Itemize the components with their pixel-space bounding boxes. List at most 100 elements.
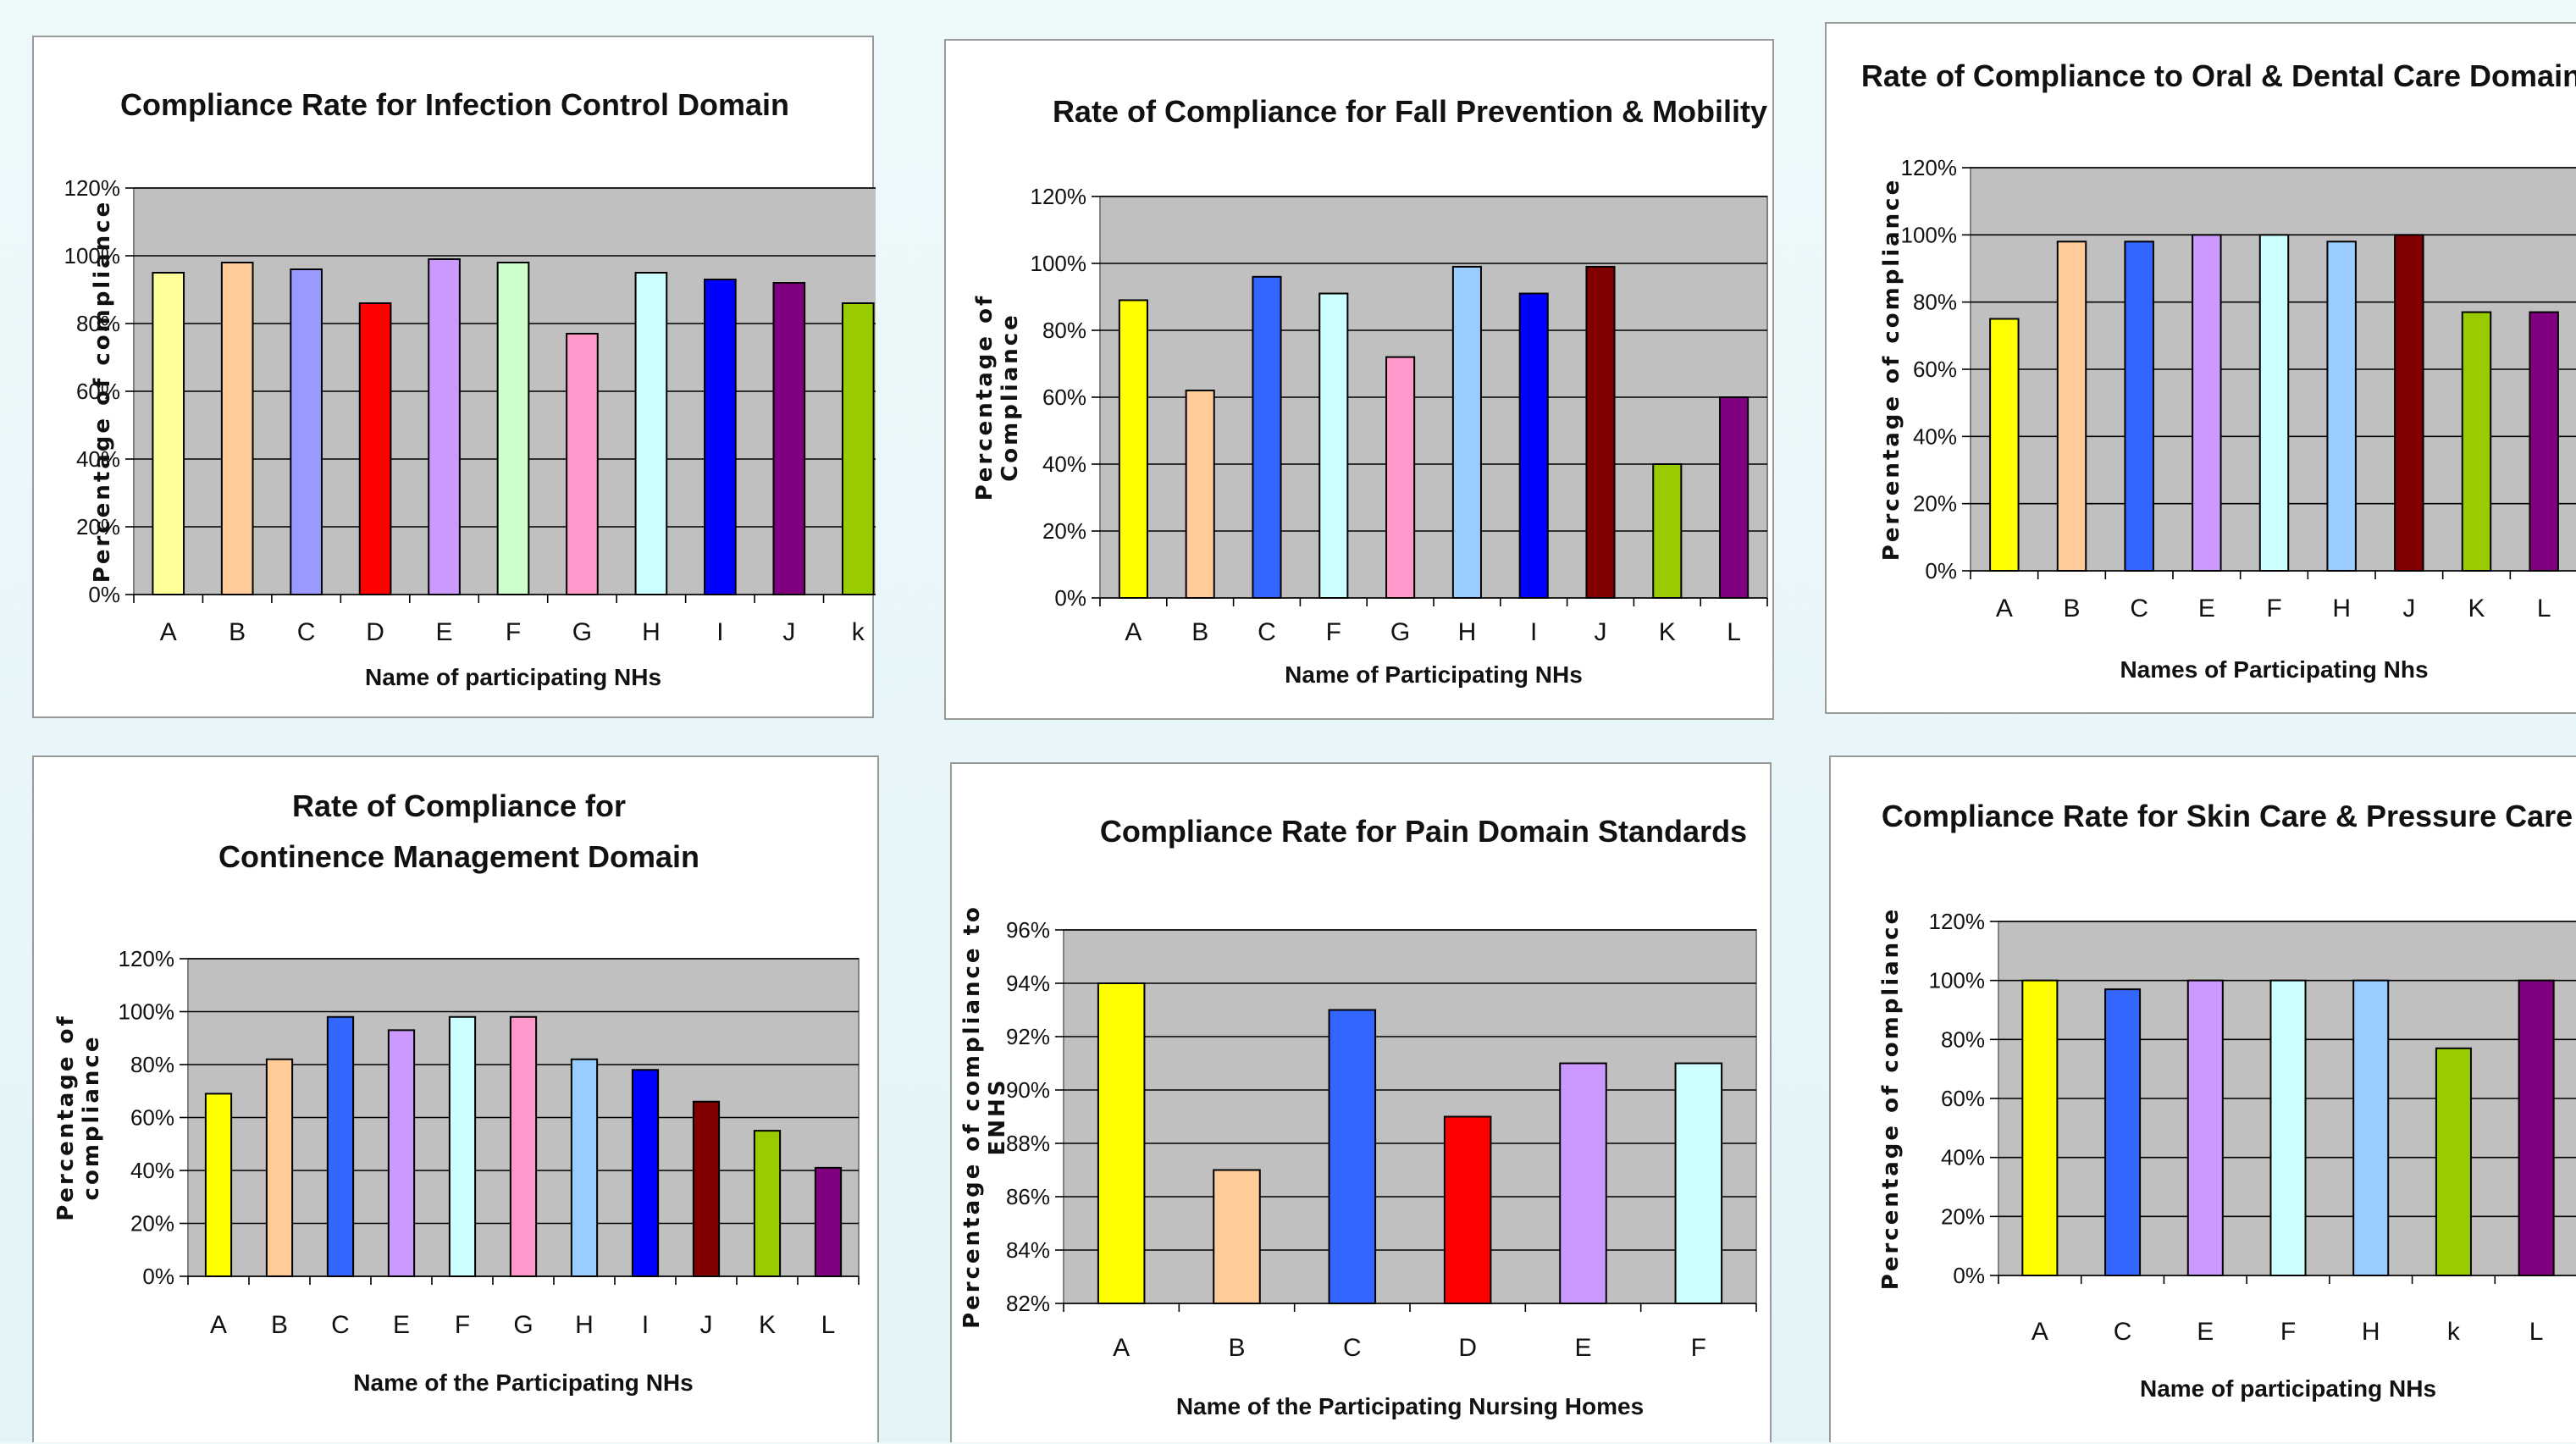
y-axis-label: Percentage of compliance bbox=[90, 200, 115, 583]
bar-J bbox=[692, 1100, 721, 1277]
x-tick-label: H bbox=[2332, 595, 2351, 622]
x-tick-label: A bbox=[210, 1311, 227, 1339]
chart-panel-pain: Compliance Rate for Pain Domain Standard… bbox=[950, 762, 1772, 1442]
y-tick-label: 100% bbox=[64, 243, 121, 268]
bar-C bbox=[2104, 988, 2142, 1276]
y-tick-label: 0% bbox=[1953, 1263, 1985, 1288]
bar-E bbox=[2186, 979, 2224, 1276]
x-tick-label: F bbox=[2266, 595, 2281, 622]
bar-H bbox=[634, 272, 668, 595]
x-tick-label: J bbox=[2402, 595, 2415, 622]
x-tick-label: C bbox=[1258, 618, 1276, 646]
y-axis-label: ENHS bbox=[985, 1077, 1010, 1155]
fall-prevention-chart: Rate of Compliance for Fall Prevention &… bbox=[972, 94, 1768, 688]
infection-control-chart: Compliance Rate for Infection Control Do… bbox=[64, 87, 876, 690]
y-axis-label: Percentage of bbox=[972, 294, 998, 501]
continence-chart: Rate of Compliance for Continence Managem… bbox=[53, 788, 860, 1396]
x-tick-label: K bbox=[1659, 618, 1676, 646]
bar-F bbox=[496, 262, 530, 595]
y-tick-label: 96% bbox=[1006, 917, 1050, 943]
y-tick-label: 120% bbox=[64, 175, 121, 201]
x-tick-label: A bbox=[1996, 595, 2013, 622]
y-tick-label: 84% bbox=[1006, 1237, 1050, 1263]
x-tick-label: G bbox=[1390, 618, 1410, 646]
y-axis-label: Compliance bbox=[998, 313, 1023, 482]
x-tick-label: B bbox=[1191, 618, 1208, 646]
y-tick-label: 92% bbox=[1006, 1024, 1050, 1049]
bar-K bbox=[753, 1130, 782, 1277]
bar-H bbox=[570, 1058, 599, 1277]
bar-G bbox=[1385, 356, 1416, 599]
x-tick-label: G bbox=[513, 1311, 533, 1339]
x-tick-label: A bbox=[1113, 1334, 1130, 1362]
x-tick-label: D bbox=[366, 618, 384, 646]
bar-B bbox=[1185, 390, 1215, 599]
bar-A bbox=[1989, 318, 2020, 572]
bar-J bbox=[2394, 234, 2424, 572]
y-tick-label: 20% bbox=[76, 514, 120, 539]
x-tick-label: B bbox=[1228, 1334, 1245, 1362]
bar-A bbox=[152, 272, 185, 595]
chart-title: Compliance Rate for Pain Domain Standard… bbox=[1100, 814, 1747, 849]
x-axis-label: Name of participating NHs bbox=[2140, 1375, 2436, 1402]
x-axis-label: Name of Participating NHs bbox=[1285, 661, 1583, 688]
y-tick-label: 0% bbox=[1925, 558, 1957, 584]
bar-D bbox=[1443, 1115, 1492, 1304]
bar-F bbox=[2258, 234, 2290, 572]
y-tick-label: 80% bbox=[1913, 290, 1957, 315]
bar-F bbox=[2269, 979, 2307, 1276]
bar-G bbox=[509, 1015, 538, 1277]
x-tick-label: B bbox=[271, 1311, 288, 1339]
y-tick-label: 20% bbox=[1941, 1203, 1985, 1229]
bar-B bbox=[220, 262, 254, 595]
y-tick-label: 120% bbox=[1031, 184, 1087, 209]
x-tick-label: F bbox=[2280, 1318, 2296, 1346]
y-tick-label: 40% bbox=[1042, 451, 1086, 477]
chart-title: Continence Management Domain bbox=[218, 839, 699, 874]
y-tick-label: 40% bbox=[76, 446, 120, 472]
y-axis-label: Percentage of compliance bbox=[1879, 178, 1904, 561]
bar-C bbox=[326, 1015, 355, 1277]
x-tick-label: F bbox=[455, 1311, 470, 1339]
y-tick-label: 100% bbox=[1929, 968, 1986, 993]
bar-H bbox=[2326, 241, 2357, 572]
x-tick-label: E bbox=[393, 1311, 410, 1339]
x-tick-label: A bbox=[160, 618, 177, 646]
y-tick-label: 80% bbox=[1941, 1026, 1985, 1052]
y-tick-label: 80% bbox=[76, 311, 120, 336]
y-tick-label: 60% bbox=[130, 1105, 174, 1131]
x-tick-label: A bbox=[2032, 1318, 2048, 1346]
chart-title: Rate of Compliance for bbox=[292, 788, 626, 823]
y-tick-label: 88% bbox=[1006, 1131, 1050, 1156]
x-tick-label: H bbox=[1458, 618, 1477, 646]
x-tick-label: C bbox=[2114, 1318, 2132, 1346]
bar-C bbox=[2124, 241, 2154, 572]
y-tick-label: 40% bbox=[130, 1158, 174, 1183]
y-tick-label: 94% bbox=[1006, 971, 1050, 996]
x-tick-label: F bbox=[1326, 618, 1341, 646]
y-tick-label: 60% bbox=[1941, 1086, 1985, 1111]
bar-B bbox=[265, 1058, 294, 1277]
x-tick-label: L bbox=[2529, 1318, 2544, 1346]
bar-J bbox=[772, 282, 806, 595]
bar-I bbox=[704, 279, 737, 595]
y-tick-label: 80% bbox=[130, 1052, 174, 1077]
bar-k bbox=[2435, 1047, 2472, 1276]
bar-I bbox=[1518, 292, 1549, 599]
y-tick-label: 120% bbox=[1901, 155, 1958, 180]
chart-panel-skin-care: Compliance Rate for Skin Care & Pressure… bbox=[1829, 755, 2576, 1442]
x-tick-label: B bbox=[2063, 595, 2080, 622]
bar-A bbox=[204, 1093, 233, 1277]
y-tick-label: 20% bbox=[1042, 518, 1086, 544]
x-tick-label: J bbox=[782, 618, 795, 646]
pain-chart: Compliance Rate for Pain Domain Standard… bbox=[959, 814, 1757, 1419]
bar-A bbox=[1097, 982, 1146, 1304]
x-tick-label: k bbox=[2447, 1318, 2461, 1346]
bar-C bbox=[1252, 275, 1282, 599]
y-tick-label: 90% bbox=[1006, 1077, 1050, 1103]
x-tick-label: H bbox=[575, 1311, 594, 1339]
x-tick-label: I bbox=[716, 618, 723, 646]
bar-F bbox=[448, 1015, 477, 1277]
x-tick-label: F bbox=[1691, 1334, 1706, 1362]
bar-k bbox=[841, 302, 875, 595]
